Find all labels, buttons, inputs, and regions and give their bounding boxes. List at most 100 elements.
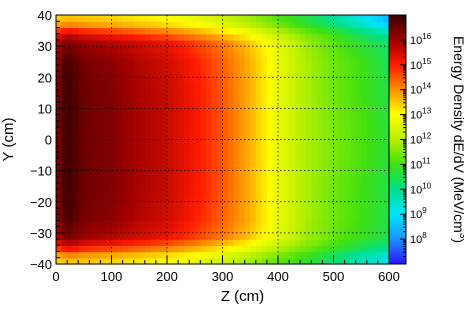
heatmap-cell: [305, 108, 312, 116]
heatmap-cell: [366, 245, 373, 253]
heatmap-cell: [67, 158, 74, 165]
heatmap-cell: [56, 102, 63, 109]
heatmap-cell: [128, 207, 135, 215]
heatmap-cell: [283, 158, 290, 165]
heatmap-cell: [216, 15, 224, 22]
heatmap-cell: [228, 64, 235, 72]
heatmap-cell: [366, 133, 373, 141]
heatmap-cell: [355, 133, 362, 141]
heatmap-cell: [355, 27, 362, 35]
heatmap-cell: [372, 21, 379, 29]
heatmap-cell: [255, 64, 262, 72]
heatmap-cell: [222, 245, 229, 253]
heatmap-cell: [316, 46, 323, 53]
heatmap-cell: [150, 114, 157, 122]
heatmap-cell: [211, 52, 218, 60]
heatmap-cell: [78, 251, 85, 259]
heatmap-cell: [133, 108, 140, 116]
heatmap-cell: [283, 245, 290, 253]
heatmap-cell: [144, 158, 151, 165]
heatmap-cell: [266, 33, 274, 41]
heatmap-cell: [294, 245, 301, 253]
heatmap-cell: [83, 102, 90, 109]
heatmap-cell: [194, 102, 201, 109]
heatmap-cell: [72, 251, 79, 259]
heatmap-cell: [144, 189, 151, 197]
heatmap-cell: [78, 183, 85, 190]
heatmap-cell: [339, 257, 346, 265]
heatmap-cell: [133, 120, 140, 128]
heatmap-cell: [383, 220, 390, 228]
heatmap-cell: [244, 251, 251, 259]
heatmap-cell: [372, 151, 379, 159]
heatmap-cell: [111, 83, 118, 91]
heatmap-cell: [289, 201, 296, 209]
heatmap-cell: [366, 183, 373, 190]
heatmap-cell: [344, 108, 351, 116]
heatmap-cell: [311, 214, 318, 222]
heatmap-cell: [167, 189, 174, 197]
heatmap-cell: [94, 102, 101, 109]
heatmap-cell: [211, 114, 218, 122]
heatmap-cell: [161, 207, 168, 215]
heatmap-cell: [183, 46, 190, 53]
heatmap-cell: [139, 207, 146, 215]
heatmap-cell: [294, 58, 301, 66]
heatmap-cell: [383, 120, 390, 128]
heatmap-cell: [161, 64, 168, 72]
heatmap-cell: [250, 195, 257, 203]
heatmap-cell: [316, 102, 323, 109]
heatmap-cell: [289, 133, 296, 141]
heatmap-cell: [172, 176, 179, 184]
heatmap-cell: [233, 33, 240, 41]
heatmap-cell: [194, 27, 201, 35]
heatmap-cell: [272, 145, 279, 153]
heatmap-cell: [150, 77, 157, 85]
heatmap-cell: [183, 257, 190, 265]
heatmap-cell: [283, 207, 290, 215]
heatmap-cell: [372, 245, 379, 253]
heatmap-cell: [339, 58, 346, 66]
heatmap-cell: [233, 226, 240, 234]
heatmap-cell: [350, 239, 357, 246]
heatmap-cell: [316, 15, 323, 22]
heatmap-cell: [167, 239, 174, 246]
heatmap-cell: [183, 58, 190, 66]
heatmap-cell: [355, 39, 362, 47]
heatmap-cell: [316, 214, 323, 222]
heatmap-cell: [61, 127, 68, 134]
heatmap-cell: [339, 71, 346, 78]
heatmap-cell: [372, 83, 379, 91]
heatmap-cell: [78, 158, 85, 165]
heatmap-cell: [366, 189, 373, 197]
heatmap-cell: [228, 77, 235, 85]
heatmap-cell: [294, 170, 301, 178]
heatmap-cell: [67, 145, 74, 153]
heatmap-cell: [344, 102, 351, 109]
heatmap-cell: [244, 245, 251, 253]
heatmap-cell: [111, 239, 118, 246]
heatmap-cell: [311, 64, 318, 72]
heatmap-cell: [56, 239, 63, 246]
heatmap-cell: [211, 83, 218, 91]
heatmap-cell: [383, 201, 390, 209]
heatmap-cell: [155, 64, 163, 72]
heatmap-cell: [194, 108, 201, 116]
heatmap-cell: [172, 170, 179, 178]
heatmap-cell: [161, 164, 168, 172]
heatmap-cell: [316, 195, 323, 203]
heatmap-cell: [144, 195, 151, 203]
heatmap-cell: [300, 52, 307, 60]
heatmap-cell: [172, 102, 179, 109]
heatmap-cell: [339, 33, 346, 41]
heatmap-cell: [350, 58, 357, 66]
heatmap-cell: [239, 251, 246, 259]
heatmap-cell: [89, 176, 96, 184]
heatmap-cell: [172, 64, 179, 72]
heatmap-cell: [344, 46, 351, 53]
heatmap-cell: [339, 251, 346, 259]
heatmap-cell: [117, 158, 124, 165]
heatmap-cell: [78, 164, 85, 172]
heatmap-cell: [372, 139, 379, 147]
heatmap-cell: [289, 114, 296, 122]
